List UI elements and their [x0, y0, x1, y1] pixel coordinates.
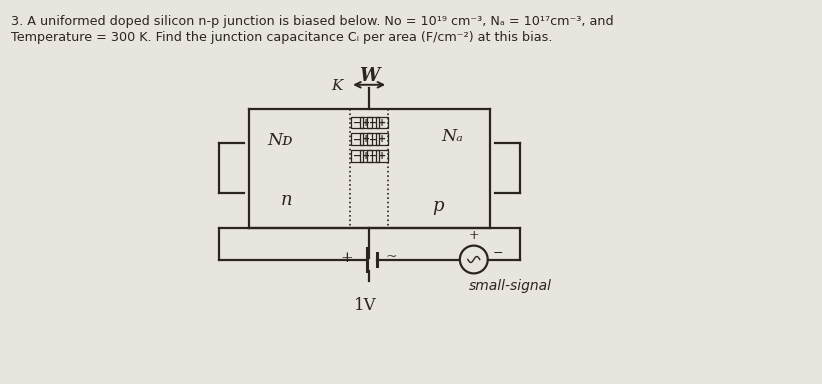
Text: K: K — [331, 79, 342, 93]
Bar — [367, 150, 379, 162]
Text: ~: ~ — [386, 250, 397, 265]
Text: Temperature = 300 K. Find the junction capacitance Cᵢ per area (F/cm⁻²) at this : Temperature = 300 K. Find the junction c… — [12, 31, 553, 44]
Bar — [376, 117, 388, 129]
Text: n: n — [280, 191, 293, 209]
Bar — [360, 133, 372, 145]
Text: −: − — [353, 118, 361, 127]
Text: Nₐ: Nₐ — [441, 128, 463, 145]
Text: p: p — [432, 197, 444, 215]
Text: −: − — [353, 134, 361, 144]
Bar — [360, 117, 372, 129]
Bar — [376, 133, 388, 145]
Text: small-signal: small-signal — [469, 280, 552, 293]
Bar — [367, 133, 379, 145]
Text: −: − — [353, 151, 361, 161]
Text: W: W — [359, 67, 379, 85]
Text: Nᴅ: Nᴅ — [268, 132, 293, 149]
Text: +: + — [469, 228, 479, 242]
Text: +: + — [362, 151, 370, 161]
Bar — [360, 150, 372, 162]
Bar — [376, 150, 388, 162]
Text: 3. A uniformed doped silicon n-p junction is biased below. No = 10¹⁹ cm⁻³, Nₐ = : 3. A uniformed doped silicon n-p junctio… — [12, 15, 614, 28]
Text: +: + — [341, 250, 353, 265]
Text: +: + — [378, 118, 386, 127]
Text: +: + — [362, 134, 370, 144]
Text: +: + — [378, 134, 386, 144]
Text: −: − — [492, 247, 503, 260]
Bar — [351, 133, 363, 145]
Bar — [367, 117, 379, 129]
Text: 1V: 1V — [353, 297, 376, 314]
Text: +: + — [378, 151, 386, 161]
Text: −: − — [369, 118, 377, 127]
Text: −: − — [369, 151, 377, 161]
Text: −: − — [369, 134, 377, 144]
Text: +: + — [362, 118, 370, 127]
Bar — [351, 117, 363, 129]
Bar — [351, 150, 363, 162]
